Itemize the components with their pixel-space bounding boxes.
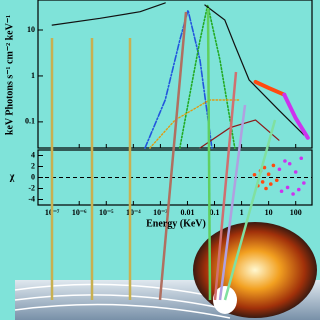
point [293,170,298,174]
point [271,163,276,168]
arrow [158,11,188,301]
x-tick-label: 10⁻³ [153,208,168,217]
y-tick-label: 0 [31,172,35,181]
point [287,161,292,166]
point [291,192,295,196]
y-tick-label: 0.1 [25,117,35,126]
point [285,185,290,190]
x-tick-label: 10⁻⁴ [126,208,141,217]
flare [193,222,317,318]
y-tick-label: 4 [31,150,35,159]
y-tick-label: 1 [31,71,35,80]
arrow [223,119,277,301]
x-tick-label: 10⁻⁶ [72,208,87,217]
y-axis-label: keV Photons s⁻¹ cm⁻² keV⁻¹ [4,15,15,135]
plot-frame [37,0,313,149]
point [274,178,279,183]
line [204,4,305,136]
arrow [206,7,212,301]
point [268,182,273,186]
x-tick-label: 100 [290,208,302,217]
y-tick-label: 2 [31,161,35,170]
line [149,99,241,149]
x-tick-label: 10⁻⁵ [99,208,114,217]
line [51,2,166,26]
point [277,167,282,172]
point [299,156,304,161]
arrow [213,71,238,301]
line [253,79,287,97]
x-axis-label: Energy (KeV) [146,218,206,229]
y-tick-label: -4 [28,194,35,203]
point [266,172,271,176]
y-tick-label: -2 [28,183,35,192]
point [264,186,268,191]
line [282,92,310,140]
y-axis-label: χ [9,171,15,182]
x-tick-label: 0.1 [210,208,220,217]
point [279,189,284,194]
x-tick-label: 1 [240,208,244,217]
point [252,172,257,177]
line [179,4,236,149]
point [283,159,287,163]
point [262,165,267,170]
point [296,187,301,192]
arrow [218,104,247,301]
y-tick-label: 10 [27,25,35,34]
x-tick-label: 0.01 [180,208,194,217]
x-tick-label: 10 [265,208,273,217]
point [302,181,306,185]
arrows [50,7,277,301]
illustration [14,222,320,320]
point [260,180,265,184]
